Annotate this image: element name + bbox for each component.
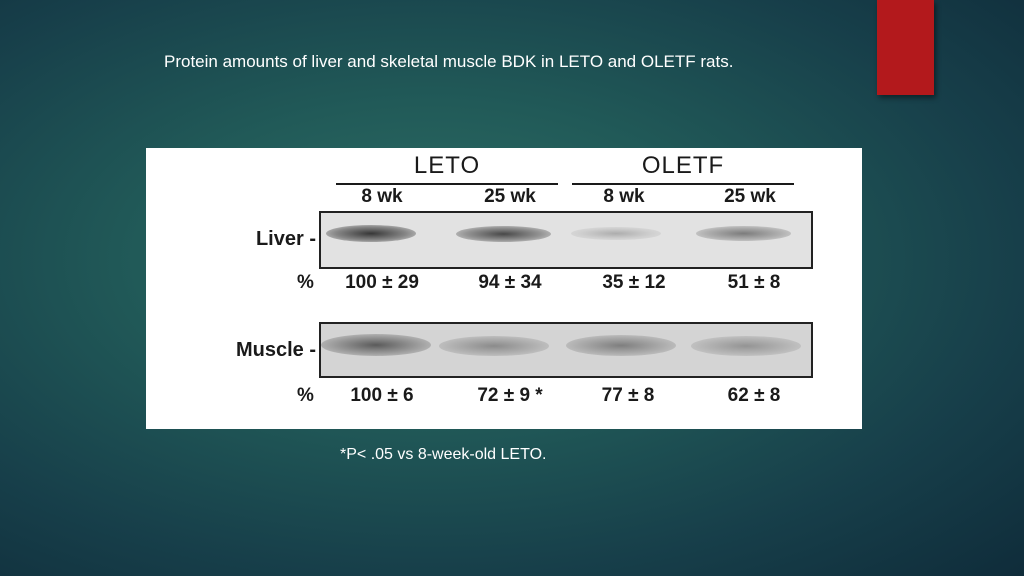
- column-label-leto-8wk: 8 wk: [361, 186, 403, 207]
- group-underline-oletf: [572, 183, 794, 185]
- value-liver-leto-25wk: 94 ± 34: [478, 272, 542, 293]
- value-muscle-oletf-25wk: 62 ± 8: [727, 385, 781, 406]
- value-muscle-oletf-8wk: 77 ± 8: [601, 385, 655, 406]
- footnote: *P< .05 vs 8-week-old LETO.: [340, 446, 547, 463]
- percent-label-liver: %: [297, 272, 314, 293]
- group-label-oletf: OLETF: [641, 152, 725, 179]
- column-label-oletf-8wk: 8 wk: [603, 186, 645, 207]
- column-label-oletf-25wk: 25 wk: [724, 186, 776, 207]
- band-muscle-oletf-8wk: [566, 335, 676, 356]
- band-liver-oletf-25wk: [696, 226, 791, 241]
- value-muscle-leto-25wk: 72 ± 9 *: [477, 385, 543, 406]
- value-muscle-leto-8wk: 100 ± 6: [350, 385, 414, 406]
- row-label-liver: Liver -: [255, 228, 316, 250]
- band-liver-leto-8wk: [326, 225, 416, 242]
- band-muscle-oletf-25wk: [691, 336, 801, 356]
- row-label-muscle: Muscle -: [235, 339, 316, 361]
- accent-bar: [877, 0, 934, 95]
- band-muscle-leto-8wk: [321, 334, 431, 356]
- liver-blot-panel: [319, 211, 813, 269]
- value-liver-leto-8wk: 100 ± 29: [345, 272, 419, 293]
- group-underline-leto: [336, 183, 558, 185]
- band-liver-leto-25wk: [456, 226, 551, 242]
- percent-label-muscle: %: [297, 385, 314, 406]
- group-label-leto: LETO: [413, 152, 481, 179]
- band-liver-oletf-8wk: [571, 227, 661, 240]
- column-label-leto-25wk: 25 wk: [484, 186, 536, 207]
- slide-title: Protein amounts of liver and skeletal mu…: [164, 52, 734, 71]
- muscle-blot-panel: [319, 322, 813, 378]
- western-blot-figure: LETO OLETF 8 wk 25 wk 8 wk 25 wk Liver -…: [146, 148, 862, 429]
- value-liver-oletf-8wk: 35 ± 12: [602, 272, 666, 293]
- band-muscle-leto-25wk: [439, 336, 549, 356]
- value-liver-oletf-25wk: 51 ± 8: [727, 272, 781, 293]
